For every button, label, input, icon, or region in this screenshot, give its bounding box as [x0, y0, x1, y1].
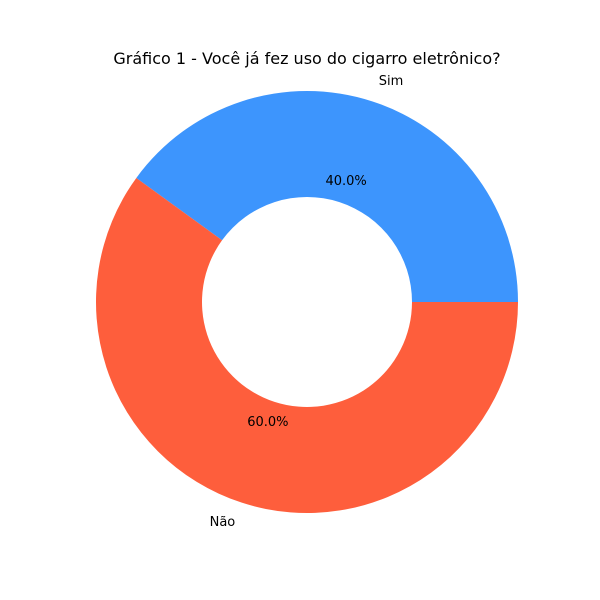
percent-label: 60.0%: [247, 415, 288, 430]
percent-label: 40.0%: [325, 174, 366, 189]
labels-group: Sim 40.0% Não 60.0%: [210, 74, 404, 530]
category-label: Não: [210, 515, 236, 530]
slices-group: [95, 91, 518, 514]
chart-title: Gráfico 1 - Você já fez uso do cigarro e…: [113, 49, 500, 68]
slice-sim: [136, 91, 518, 302]
slice-nao: [95, 177, 518, 514]
category-label: Sim: [379, 74, 404, 89]
